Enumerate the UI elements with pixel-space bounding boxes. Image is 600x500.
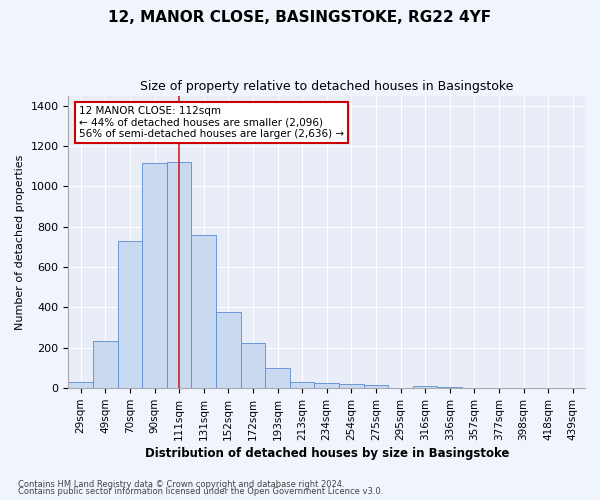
X-axis label: Distribution of detached houses by size in Basingstoke: Distribution of detached houses by size … bbox=[145, 447, 509, 460]
Bar bbox=[167, 162, 191, 388]
Bar bbox=[191, 235, 216, 388]
Bar bbox=[241, 343, 265, 388]
Bar bbox=[265, 368, 290, 388]
Bar bbox=[216, 312, 241, 388]
Text: Contains HM Land Registry data © Crown copyright and database right 2024.: Contains HM Land Registry data © Crown c… bbox=[18, 480, 344, 489]
Bar bbox=[68, 382, 93, 388]
Bar bbox=[314, 383, 339, 388]
Bar bbox=[413, 386, 437, 388]
Text: Contains public sector information licensed under the Open Government Licence v3: Contains public sector information licen… bbox=[18, 487, 383, 496]
Y-axis label: Number of detached properties: Number of detached properties bbox=[15, 154, 25, 330]
Text: 12, MANOR CLOSE, BASINGSTOKE, RG22 4YF: 12, MANOR CLOSE, BASINGSTOKE, RG22 4YF bbox=[109, 10, 491, 25]
Text: 12 MANOR CLOSE: 112sqm
← 44% of detached houses are smaller (2,096)
56% of semi-: 12 MANOR CLOSE: 112sqm ← 44% of detached… bbox=[79, 106, 344, 139]
Bar bbox=[93, 341, 118, 388]
Bar bbox=[339, 384, 364, 388]
Title: Size of property relative to detached houses in Basingstoke: Size of property relative to detached ho… bbox=[140, 80, 514, 93]
Bar bbox=[290, 382, 314, 388]
Bar bbox=[364, 385, 388, 388]
Bar bbox=[437, 387, 462, 388]
Bar bbox=[118, 241, 142, 388]
Bar bbox=[142, 163, 167, 388]
